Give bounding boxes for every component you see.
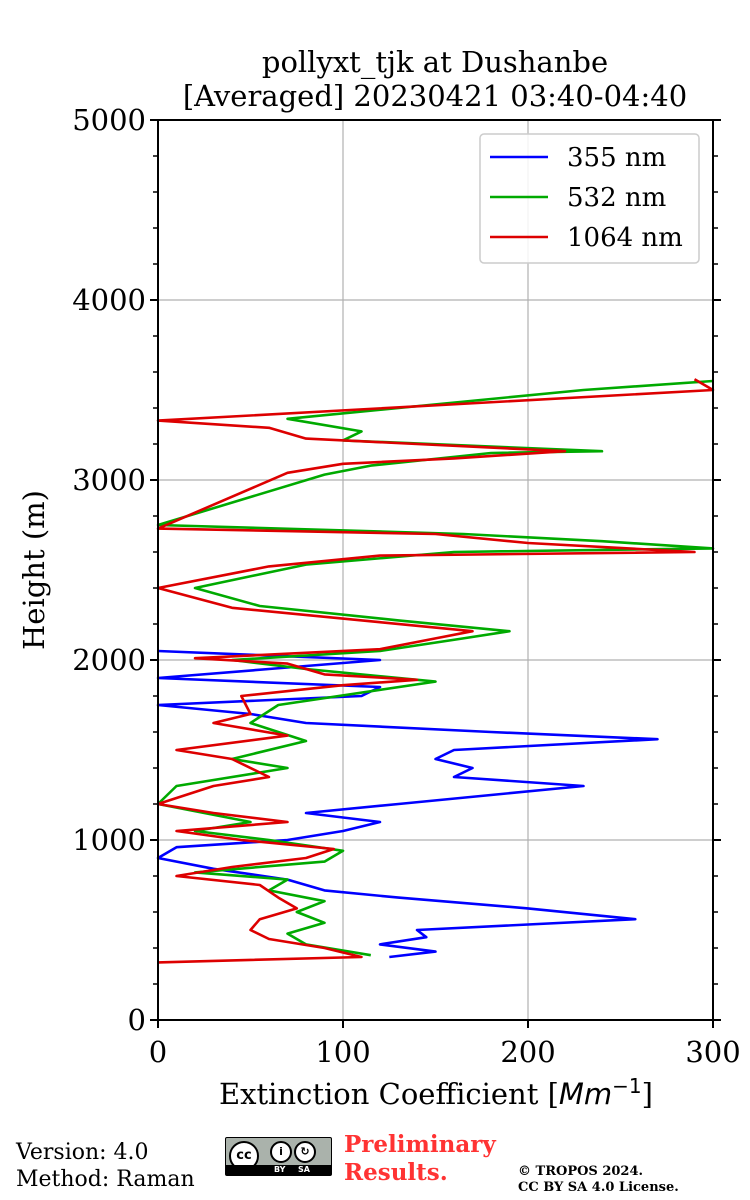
preliminary-line-1: Preliminary xyxy=(344,1131,496,1158)
license-notice: © TROPOS 2024. CC BY SA 4.0 License. xyxy=(518,1164,679,1196)
x-tick-label: 100 xyxy=(315,1035,370,1069)
series-line-1064-nm xyxy=(156,378,715,964)
y-axis-label: Height (m) xyxy=(17,490,51,650)
y-tick-label: 0 xyxy=(128,1003,146,1037)
y-tick-label: 3000 xyxy=(72,463,146,497)
y-tick-label: 2000 xyxy=(72,643,146,677)
attribution-icon: i xyxy=(270,1141,292,1163)
version-text: Version: 4.0 xyxy=(16,1140,149,1165)
legend-label: 532 nm xyxy=(567,183,666,213)
cc-license-badge: cc i ↻ BY SA xyxy=(225,1137,332,1176)
plot-frame xyxy=(157,119,714,1021)
cc-by-label: BY xyxy=(274,1165,286,1174)
preliminary-results-notice: Preliminary Results. xyxy=(344,1131,496,1187)
license-text: CC BY SA 4.0 License. xyxy=(518,1180,679,1195)
series-line-532-nm xyxy=(156,379,715,957)
copyright-text: © TROPOS 2024. xyxy=(518,1164,644,1179)
y-tick-label: 4000 xyxy=(72,283,146,317)
cc-badge-strip xyxy=(226,1165,331,1175)
x-axis-label: Extinction Coefficient [Mm−1] xyxy=(219,1074,653,1111)
preliminary-line-2: Results. xyxy=(344,1159,448,1186)
legend-label: 355 nm xyxy=(567,143,666,173)
legend-box xyxy=(479,133,700,264)
share-alike-icon: ↻ xyxy=(294,1141,316,1163)
x-axis-unit-exponent: −1 xyxy=(612,1074,641,1098)
x-axis-label-close: ] xyxy=(642,1077,653,1111)
series-line-355-nm xyxy=(156,649,659,959)
x-tick-label: 200 xyxy=(500,1035,555,1069)
chart-title: pollyxt_tjk at Dushanbe xyxy=(262,45,608,80)
x-tick-label: 300 xyxy=(685,1035,740,1069)
y-tick-label: 5000 xyxy=(72,103,146,137)
x-axis-label-text: Extinction Coefficient [ xyxy=(219,1077,559,1111)
x-tick-label: 0 xyxy=(149,1035,167,1069)
x-axis-unit: Mm xyxy=(559,1077,612,1111)
data-series xyxy=(156,378,715,964)
cc-sa-label: SA xyxy=(298,1165,310,1174)
legend-label: 1064 nm xyxy=(567,223,683,253)
y-tick-label: 1000 xyxy=(72,823,146,857)
method-text: Method: Raman xyxy=(16,1167,195,1192)
legend: 355 nm 532 nm 1064 nm xyxy=(479,133,700,264)
chart-subtitle: [Averaged] 20230421 03:40-04:40 xyxy=(183,79,687,113)
